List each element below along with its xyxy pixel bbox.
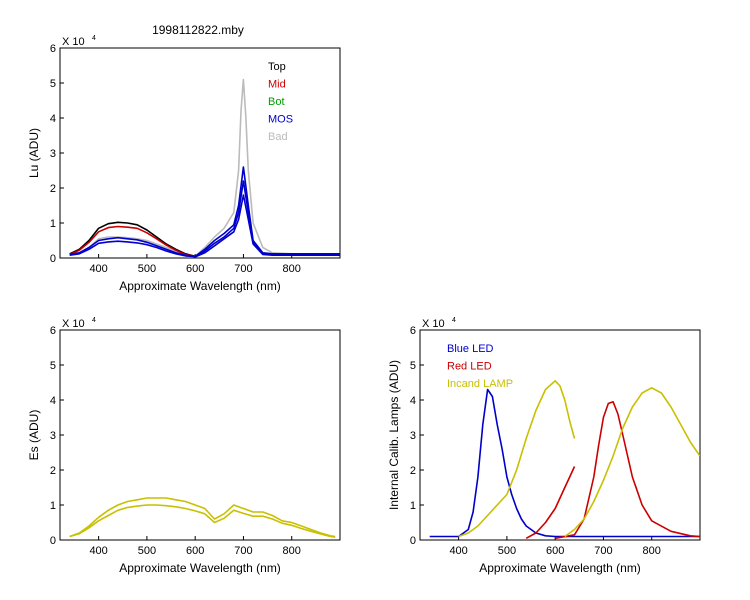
x-tick-label: 500 — [498, 545, 516, 557]
x-tick-label: 800 — [283, 263, 301, 275]
legend-entry: Bad — [268, 131, 288, 143]
y-tick-label: 6 — [50, 325, 56, 337]
y-tick-label: 5 — [410, 360, 416, 372]
figure-title: 1998112822.mby — [152, 23, 244, 37]
legend-entry: Blue LED — [447, 343, 494, 355]
x-tick-label: 700 — [594, 545, 612, 557]
y-tick-label: 0 — [410, 535, 416, 547]
y-tick-label: 2 — [50, 465, 56, 477]
x-tick-label: 600 — [186, 545, 204, 557]
x-tick-label: 800 — [283, 545, 301, 557]
y-tick-label: 6 — [50, 43, 56, 55]
y-exponent: 4 — [92, 35, 96, 42]
y-multiplier: X 10 — [422, 318, 445, 330]
y-tick-label: 3 — [50, 148, 56, 160]
y-tick-label: 0 — [50, 253, 56, 265]
x-tick-label: 600 — [546, 545, 564, 557]
series-line-1 — [69, 78, 340, 258]
legend-entry: Top — [268, 61, 286, 73]
series-line-2 — [458, 380, 576, 538]
series-line-5 — [564, 387, 700, 538]
y-tick-label: 4 — [410, 395, 416, 407]
legend-entry: Incand LAMP — [447, 378, 513, 390]
y-exponent: 4 — [452, 317, 456, 324]
series-line-2 — [69, 504, 336, 538]
series-line-1 — [429, 388, 700, 538]
y-tick-label: 1 — [50, 500, 56, 512]
x-tick-label: 800 — [643, 545, 661, 557]
es-chart: 0 1 2 3 4 5 6 400 500 600 700 800 X 10 4 Approximate W… — [27, 317, 341, 575]
y-tick-label: 4 — [50, 395, 56, 407]
y-tick-label: 0 — [50, 535, 56, 547]
legend-entry: Mid — [268, 79, 286, 91]
y-multiplier: X 10 — [62, 318, 85, 330]
x-tick-label: 400 — [449, 545, 467, 557]
x-axis-label: Approximate Wavelength (nm) — [119, 279, 281, 293]
series-line-2 — [69, 221, 196, 258]
y-tick-label: 2 — [50, 183, 56, 195]
series-line-5 — [69, 180, 340, 258]
x-tick-label: 700 — [234, 545, 252, 557]
legend-entry: MOS — [268, 114, 293, 126]
x-tick-label: 500 — [138, 545, 156, 557]
y-multiplier: X 10 — [62, 36, 85, 48]
series-line-4 — [555, 401, 700, 540]
x-tick-label: 600 — [186, 263, 204, 275]
y-tick-label: 5 — [50, 360, 56, 372]
series-line-3 — [525, 466, 576, 540]
y-tick-label: 3 — [50, 430, 56, 442]
y-tick-label: 4 — [50, 113, 56, 125]
series-line-3 — [69, 225, 196, 258]
series-line-1 — [69, 497, 336, 538]
legend-entry: Red LED — [447, 361, 492, 373]
y-tick-label: 3 — [410, 430, 416, 442]
x-axis-label: Approximate Wavelength (nm) — [119, 561, 281, 575]
y-exponent: 4 — [92, 317, 96, 324]
legend-entry: Bot — [268, 96, 285, 108]
x-tick-label: 400 — [89, 263, 107, 275]
y-axis-label: Es (ADU) — [27, 410, 41, 461]
series-line-4 — [69, 166, 340, 258]
y-axis-label: Internal Calib. Lamps (ADU) — [387, 360, 401, 510]
y-tick-label: 5 — [50, 78, 56, 90]
y-axis-label: Lu (ADU) — [27, 128, 41, 178]
series-line-6 — [194, 194, 340, 258]
y-tick-label: 2 — [410, 465, 416, 477]
y-tick-label: 1 — [410, 500, 416, 512]
plot-frame — [59, 329, 341, 541]
lu-chart: 0 1 2 3 4 5 6 400 500 600 700 800 X 10 4 Approximate W… — [27, 35, 341, 293]
calibration-lamps-chart: 0 1 2 3 4 5 6 400 500 600 700 800 X 10 4 Approximate W… — [387, 317, 701, 575]
x-tick-label: 400 — [89, 545, 107, 557]
y-tick-label: 6 — [410, 325, 416, 337]
x-tick-label: 500 — [138, 263, 156, 275]
x-tick-label: 700 — [234, 263, 252, 275]
x-axis-label: Approximate Wavelength (nm) — [479, 561, 641, 575]
y-tick-label: 1 — [50, 218, 56, 230]
